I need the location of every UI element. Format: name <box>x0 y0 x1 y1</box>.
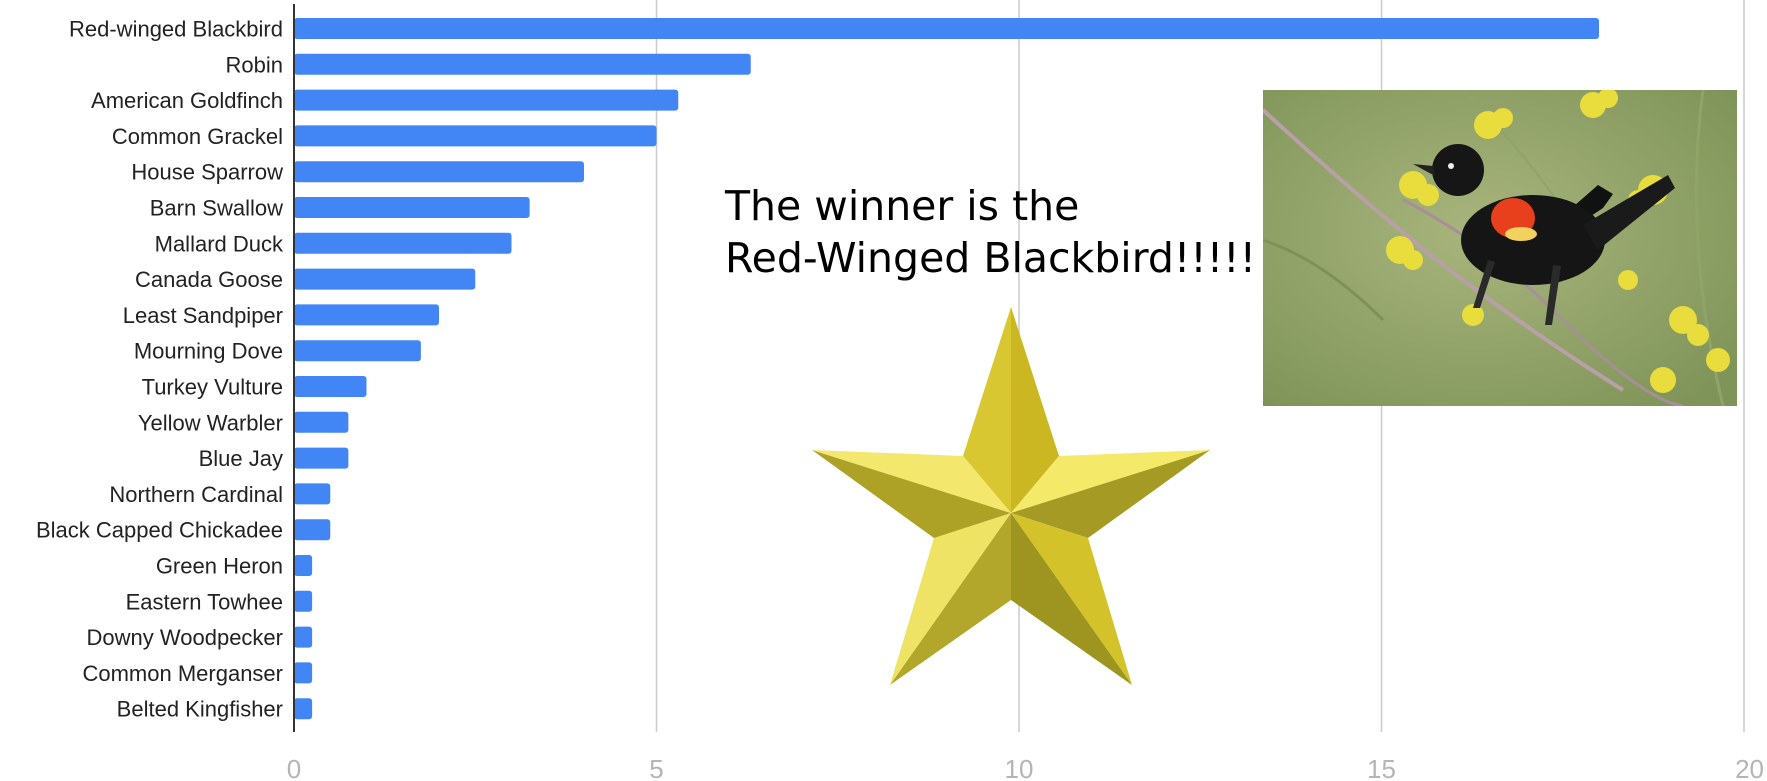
x-tick-label: 5 <box>649 754 663 781</box>
bar <box>294 698 313 720</box>
category-label: Mallard Duck <box>155 231 284 256</box>
bar <box>294 340 421 362</box>
x-tick-label: 20 <box>1735 754 1764 781</box>
category-label: Mourning Dove <box>134 339 283 364</box>
bar <box>294 376 367 397</box>
category-label: Robin <box>226 52 283 77</box>
bar <box>294 304 439 326</box>
x-tick-label: 15 <box>1367 754 1396 781</box>
bar <box>294 519 331 541</box>
bar <box>294 18 1599 39</box>
category-label: Common Merganser <box>82 661 283 686</box>
bar <box>294 53 751 75</box>
category-label: Canada Goose <box>135 267 283 292</box>
category-label: Common Grackel <box>112 124 283 149</box>
annotation-line-2: Red-Winged Blackbird!!!!! <box>725 234 1257 282</box>
gold-star-icon <box>812 307 1210 685</box>
bar <box>294 268 476 290</box>
x-tick-labels: 0 5 10 15 20 <box>287 754 1764 781</box>
category-label: Black Capped Chickadee <box>36 518 283 543</box>
bar <box>294 232 512 254</box>
category-label: Belted Kingfisher <box>117 697 283 722</box>
category-label: Red-winged Blackbird <box>69 17 283 42</box>
category-label: Northern Cardinal <box>109 482 283 507</box>
winner-annotation: The winner is the Red-Winged Blackbird!!… <box>725 180 1256 284</box>
category-label: Barn Swallow <box>150 196 283 221</box>
bar <box>294 626 313 648</box>
bar <box>294 590 313 612</box>
category-label: Yellow Warbler <box>138 410 283 435</box>
bar <box>294 483 331 505</box>
bar <box>294 555 313 576</box>
category-label: Least Sandpiper <box>123 303 283 328</box>
bar <box>294 447 349 469</box>
bar <box>294 161 584 183</box>
category-label: Green Heron <box>156 554 283 579</box>
bar <box>294 411 349 433</box>
category-label: Turkey Vulture <box>142 375 283 400</box>
red-winged-blackbird-photo <box>1263 90 1737 406</box>
category-labels: Red-winged Blackbird Robin American Goldfi… <box>36 17 284 722</box>
bar <box>294 197 530 218</box>
category-label: Eastern Towhee <box>126 589 283 614</box>
bar <box>294 662 313 684</box>
bar <box>294 125 657 147</box>
bar <box>294 89 679 111</box>
category-label: Blue Jay <box>199 446 283 471</box>
x-tick-label: 0 <box>287 754 301 781</box>
category-label: House Sparrow <box>131 160 283 185</box>
annotation-line-1: The winner is the <box>725 182 1080 230</box>
category-label: Downy Woodpecker <box>87 625 283 650</box>
x-tick-label: 10 <box>1005 754 1034 781</box>
category-label: American Goldfinch <box>91 88 283 113</box>
bars <box>294 18 1599 720</box>
